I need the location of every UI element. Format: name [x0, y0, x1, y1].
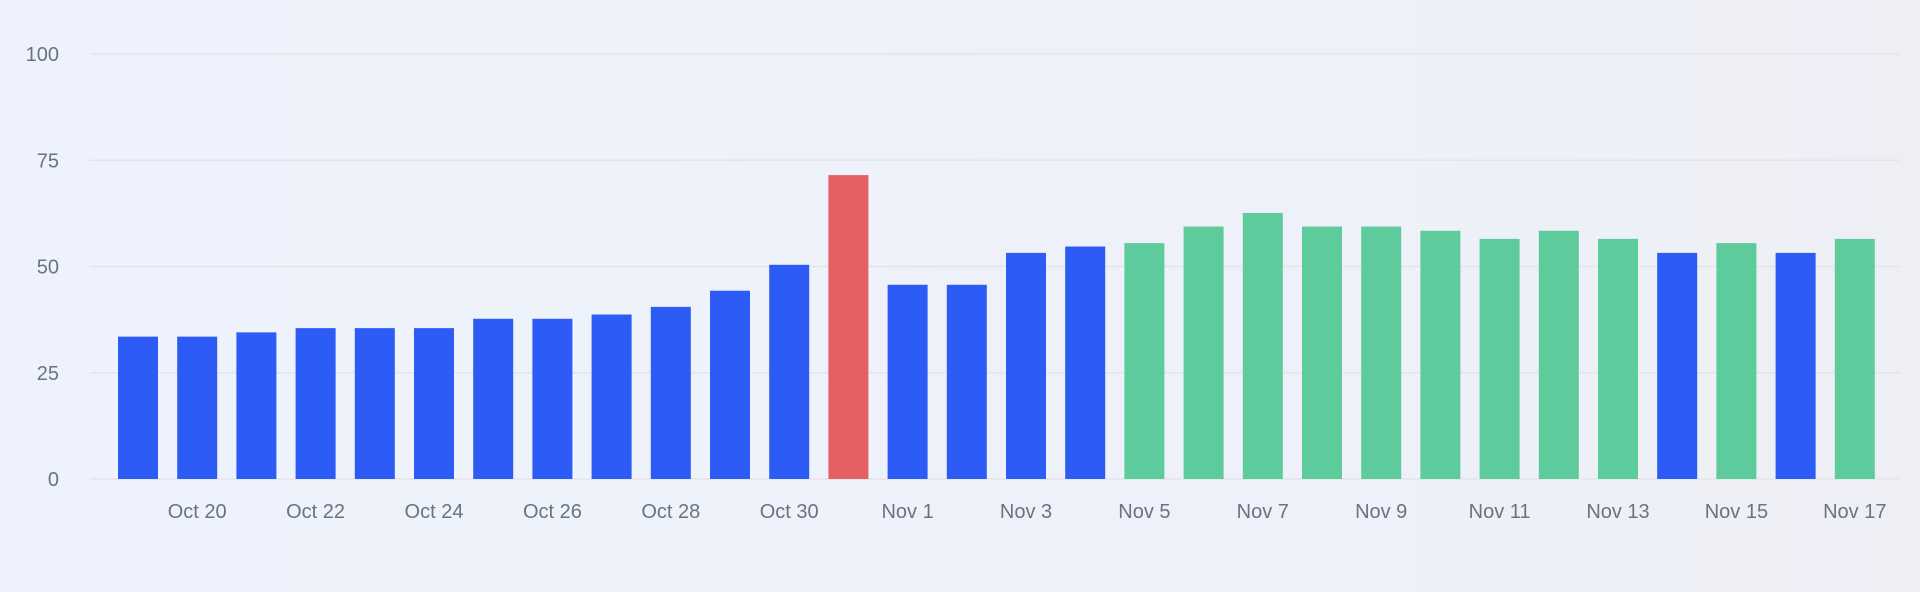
x-tick-label: Oct 26	[523, 501, 582, 523]
bar-oct-19[interactable]	[118, 336, 158, 479]
bar-nov-5[interactable]	[1124, 243, 1165, 479]
x-tick-label: Nov 9	[1355, 501, 1407, 523]
bar-nov-6[interactable]	[1183, 226, 1224, 479]
bar-nov-1[interactable]	[887, 284, 928, 479]
x-tick-label: Nov 15	[1705, 501, 1768, 523]
bar-oct-26[interactable]	[532, 318, 573, 479]
x-axis-ticks: Oct 20 Oct 22 Oct 24 Oct 26 Oct 28 Oct 30 Nov …	[168, 501, 1887, 523]
x-tick-label: Nov 3	[1000, 501, 1052, 523]
bar-nov-17[interactable]	[1834, 238, 1875, 479]
bar-nov-13[interactable]	[1598, 238, 1638, 479]
x-tick-label: Oct 28	[641, 501, 700, 523]
bar-nov-2[interactable]	[946, 284, 987, 479]
x-tick-label: Oct 24	[405, 501, 464, 523]
y-tick-label: 50	[37, 257, 59, 279]
x-tick-label: Nov 17	[1823, 501, 1886, 523]
x-tick-label: Nov 5	[1118, 501, 1170, 523]
bar-nov-8[interactable]	[1302, 226, 1342, 479]
y-tick-label: 75	[37, 150, 59, 172]
x-tick-label: Nov 13	[1586, 501, 1649, 523]
bar-nov-4[interactable]	[1065, 246, 1106, 479]
bar-nov-9[interactable]	[1361, 226, 1402, 479]
x-tick-label: Oct 20	[168, 501, 227, 523]
x-tick-label: Oct 22	[286, 501, 345, 523]
x-tick-label: Nov 11	[1469, 501, 1531, 523]
bar-nov-12[interactable]	[1538, 230, 1579, 479]
y-tick-label: 100	[26, 44, 59, 66]
y-axis-ticks: 0 25 50 75 100	[26, 44, 59, 491]
bars	[118, 175, 1875, 479]
bar-oct-29[interactable]	[710, 290, 750, 479]
bar-nov-3[interactable]	[1006, 252, 1046, 479]
bar-oct-20[interactable]	[177, 336, 218, 479]
y-tick-label: 0	[48, 469, 59, 491]
bar-nov-7[interactable]	[1242, 212, 1283, 479]
y-tick-label: 25	[37, 363, 59, 385]
x-tick-label: Nov 1	[881, 501, 933, 523]
bar-nov-15[interactable]	[1716, 243, 1757, 479]
bar-nov-16[interactable]	[1775, 252, 1816, 479]
bar-oct-21[interactable]	[236, 332, 277, 479]
bar-oct-22[interactable]	[295, 328, 336, 479]
bar-nov-10[interactable]	[1420, 230, 1461, 479]
bar-oct-25[interactable]	[473, 318, 514, 479]
bar-oct-28[interactable]	[650, 306, 691, 479]
bar-oct-23[interactable]	[354, 328, 395, 479]
bar-oct-30[interactable]	[769, 264, 810, 479]
bar-nov-11[interactable]	[1479, 238, 1520, 479]
bar-oct-31[interactable]	[828, 175, 869, 479]
x-tick-label: Nov 7	[1237, 501, 1289, 523]
x-tick-label: Oct 30	[760, 501, 819, 523]
bar-oct-24[interactable]	[414, 328, 454, 479]
bar-nov-14[interactable]	[1657, 252, 1698, 479]
bar-oct-27[interactable]	[591, 314, 632, 479]
